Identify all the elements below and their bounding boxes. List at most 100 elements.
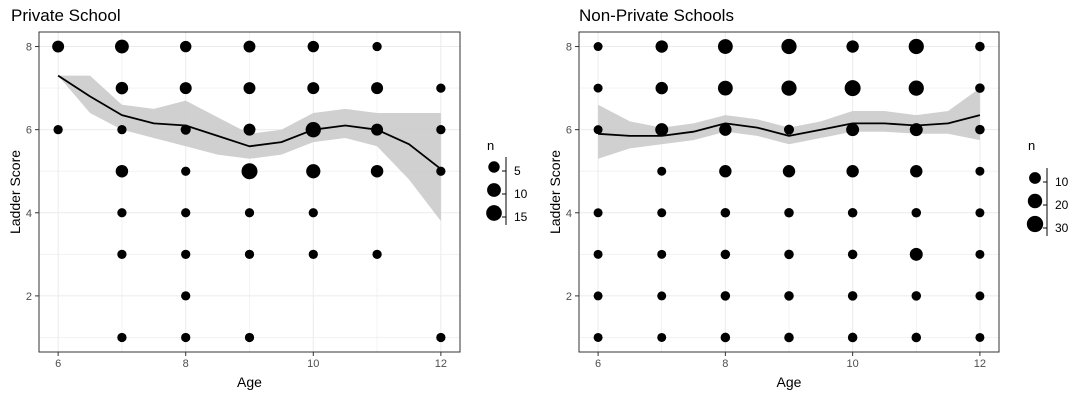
y-tick-label: 4 [566, 208, 572, 220]
x-axis-label: Age [777, 374, 802, 390]
data-point [655, 40, 668, 53]
data-point [909, 247, 923, 261]
data-point [436, 166, 446, 176]
data-point [436, 332, 446, 343]
data-point [657, 332, 667, 342]
data-point [719, 165, 732, 178]
y-tick-label: 6 [566, 125, 572, 137]
legend-label: 30 [1055, 221, 1069, 235]
data-point [181, 332, 191, 343]
data-point [115, 164, 129, 178]
size-legend: n 10 20 30 [1026, 138, 1069, 236]
data-point [655, 81, 668, 95]
data-point [720, 332, 731, 343]
data-point [593, 125, 603, 135]
panel-border [578, 31, 1000, 353]
confidence-band [598, 88, 980, 159]
data-point [372, 249, 382, 259]
x-tick-label: 6 [55, 358, 61, 370]
y-tick-label: 2 [26, 291, 32, 303]
data-point [243, 123, 256, 136]
data-point [975, 249, 985, 259]
data-point [370, 164, 384, 178]
data-point [372, 41, 382, 52]
data-point [846, 123, 860, 137]
data-point [911, 332, 922, 343]
data-point [371, 82, 384, 95]
data-point [846, 165, 859, 178]
data-point [657, 291, 667, 301]
data-point [655, 123, 669, 137]
legend-title: n [487, 138, 494, 153]
data-point [717, 39, 733, 54]
data-point [52, 40, 65, 53]
data-point [911, 208, 922, 218]
data-point [436, 83, 446, 93]
x-tick-label: 10 [307, 358, 319, 370]
data-point [244, 332, 255, 343]
y-tick-label: 8 [566, 42, 572, 54]
data-point [975, 208, 985, 218]
y-tick-label: 6 [26, 125, 32, 137]
legend-key-circle [1026, 215, 1044, 233]
panel-border [38, 31, 461, 353]
smooth-line [57, 74, 442, 170]
data-point [117, 208, 127, 218]
x-tick-label: 8 [722, 358, 728, 370]
data-point [846, 40, 859, 53]
data-point [975, 291, 985, 301]
data-point [847, 208, 858, 218]
data-point [244, 208, 255, 218]
data-point [784, 291, 794, 301]
x-tick-label: 8 [183, 358, 189, 370]
confidence-band [58, 75, 441, 222]
data-point [181, 249, 191, 259]
data-point [717, 80, 733, 96]
y-tick-label: 8 [26, 42, 32, 54]
x-tick-label: 6 [595, 358, 601, 370]
data-point [782, 165, 796, 178]
data-point [781, 38, 797, 55]
data-point [179, 82, 192, 95]
data-point [975, 83, 985, 93]
data-point [593, 249, 603, 259]
data-point [308, 249, 318, 259]
legend-key-circle [1027, 193, 1043, 209]
points [593, 38, 985, 343]
data-point [844, 80, 861, 97]
data-point [784, 208, 794, 218]
chart-title: Private School [11, 6, 121, 25]
data-point [241, 163, 258, 180]
data-point [593, 332, 603, 342]
data-point [720, 208, 731, 218]
data-point [115, 39, 129, 54]
data-point [720, 249, 731, 260]
data-point [909, 123, 923, 137]
panel-1: 6 8 10 12 2 4 6 8 Non-Private Schools Age Ladder S… [547, 6, 1069, 390]
data-point [306, 164, 321, 179]
legend-label: 10 [1055, 175, 1069, 189]
data-point [847, 249, 858, 260]
data-point [243, 40, 256, 53]
points [52, 39, 446, 343]
data-point [181, 291, 191, 301]
data-point [975, 124, 985, 135]
data-point [657, 166, 667, 176]
data-point [908, 38, 924, 55]
data-point [784, 332, 794, 343]
data-point [115, 81, 129, 95]
data-point [181, 166, 191, 176]
data-point [593, 291, 603, 301]
data-point [117, 125, 127, 135]
data-point [593, 42, 603, 52]
y-axis-label: Ladder Score [547, 150, 563, 234]
data-point [784, 124, 794, 135]
data-point [781, 80, 797, 96]
data-point [720, 291, 731, 301]
data-point [307, 82, 320, 95]
data-point [657, 249, 667, 259]
y-axis-label: Ladder Score [7, 150, 23, 234]
size-legend: n 5 10 15 [486, 138, 528, 225]
